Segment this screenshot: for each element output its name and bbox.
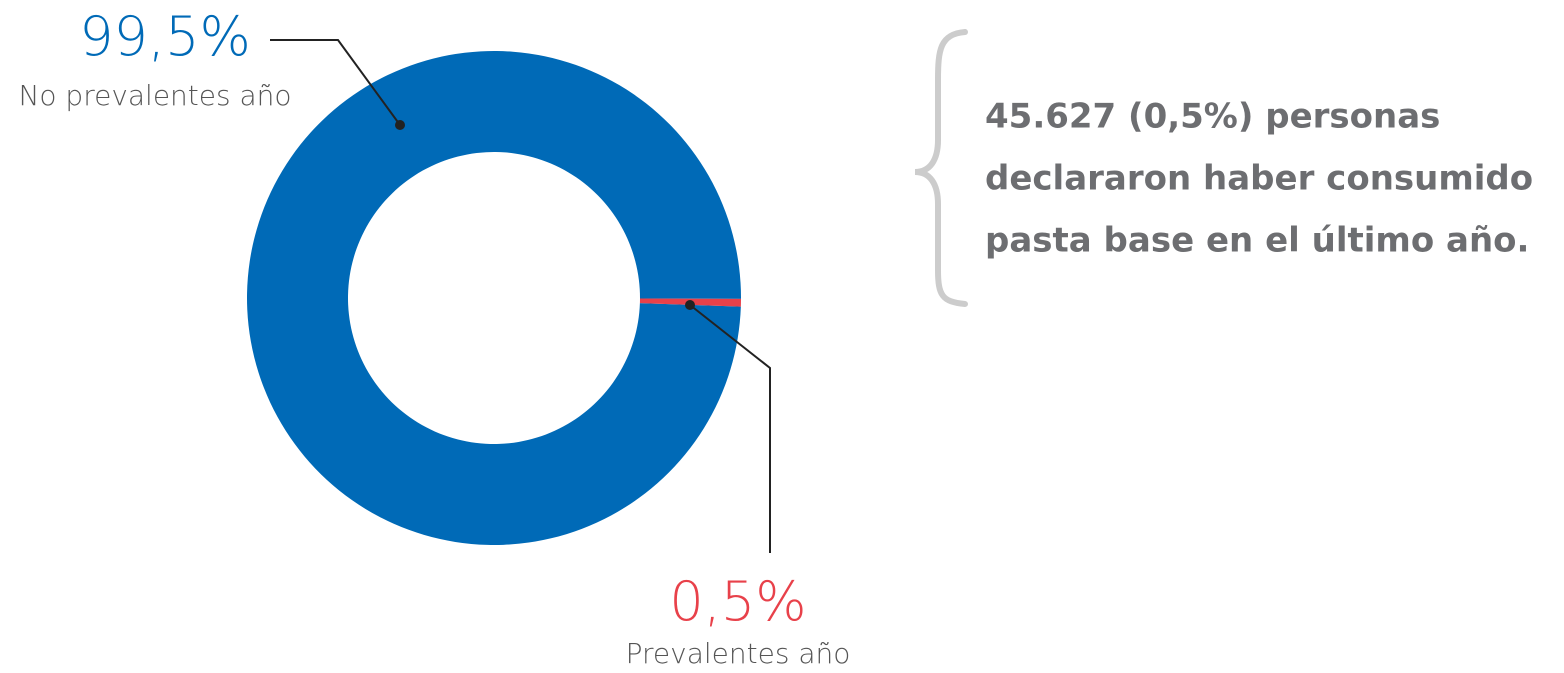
annotation-line: pasta base en el último año. (985, 221, 1529, 261)
leader-dot (685, 300, 695, 310)
donut-slice (247, 51, 741, 546)
annotation-line: 45.627 (0,5%) personas (985, 97, 1440, 137)
category-label: No prevalentes año (18, 79, 291, 112)
leader-line (689, 304, 771, 553)
leader-line (270, 39, 401, 126)
leader-dot (395, 120, 405, 130)
category-label: Prevalentes año (626, 637, 851, 670)
brace (914, 29, 968, 307)
value-label: 99,5% (79, 5, 251, 68)
annotation-line: declararon haber consumido (985, 159, 1533, 199)
value-label: 0,5% (669, 570, 806, 633)
